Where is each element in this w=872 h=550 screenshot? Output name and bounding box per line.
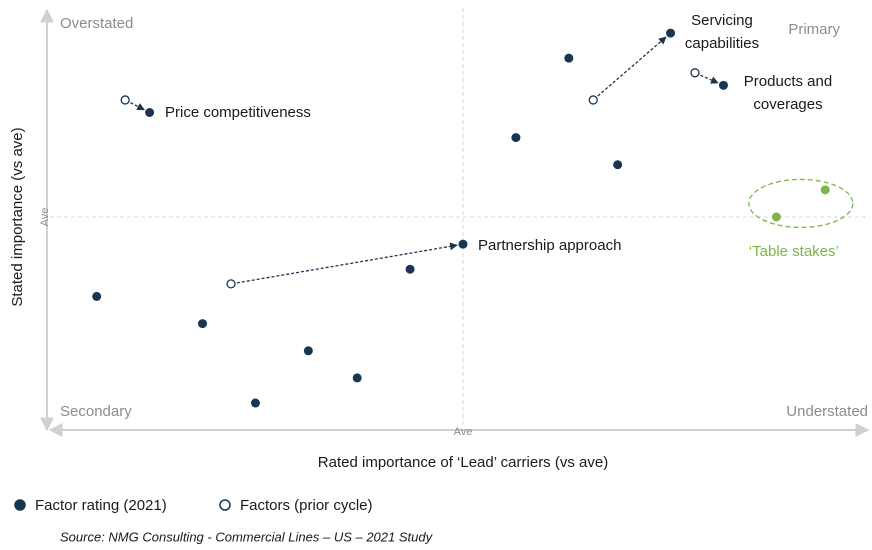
- point-label: Servicing capabilities: [684, 12, 760, 52]
- point: [352, 373, 362, 383]
- x-tick-label: Ave: [454, 426, 473, 438]
- point: [92, 291, 102, 301]
- group-label: ‘Table stakes’: [748, 243, 839, 260]
- quadrant-label: Primary: [788, 21, 840, 38]
- legend-marker: [219, 499, 231, 511]
- change-arrow: [130, 102, 145, 111]
- legend-label: Factors (prior cycle): [240, 497, 373, 514]
- point: [564, 53, 574, 63]
- point: [820, 185, 830, 195]
- point: [666, 28, 676, 38]
- quadrant-label: Understated: [786, 403, 868, 420]
- point: [198, 319, 208, 329]
- point: [145, 108, 155, 117]
- point-label: Products and coverages: [743, 73, 833, 113]
- point: [511, 133, 521, 143]
- change-arrow: [236, 242, 458, 284]
- change-arrow: [597, 36, 667, 97]
- y-tick-label: Ave: [39, 208, 51, 227]
- legend-label: Factor rating (2021): [35, 497, 167, 514]
- point: [405, 264, 415, 274]
- point: [771, 212, 781, 222]
- quadrant-label: Secondary: [60, 403, 132, 420]
- x-axis-label: Rated importance of ‘Lead’ carriers (vs …: [318, 454, 608, 471]
- y-axis-label: Stated importance (vs ave): [9, 127, 26, 306]
- point: [120, 95, 130, 105]
- point: [458, 239, 468, 249]
- change-arrow: [700, 74, 719, 84]
- point-label: Price competitiveness: [165, 104, 311, 121]
- point: [613, 160, 623, 170]
- source: Source: NMG Consulting - Commercial Line…: [60, 529, 434, 544]
- point: [690, 68, 700, 78]
- point: [588, 95, 598, 105]
- point-label: Partnership approach: [478, 237, 622, 254]
- point: [250, 398, 260, 408]
- legend-marker: [14, 499, 26, 511]
- highlight-ellipse: [748, 178, 854, 229]
- point: [226, 279, 236, 289]
- point: [303, 346, 313, 356]
- point: [718, 80, 728, 90]
- quadrant-label: Overstated: [60, 15, 134, 32]
